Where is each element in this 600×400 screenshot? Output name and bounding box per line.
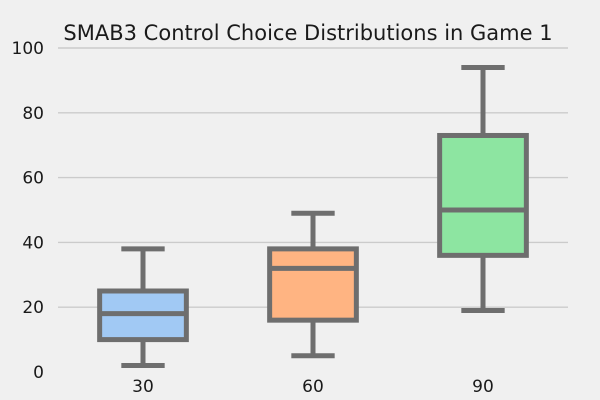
iqr-box-60 bbox=[267, 246, 359, 323]
y-tick-label-40: 40 bbox=[22, 233, 44, 253]
box-60 bbox=[267, 210, 359, 359]
chart-title: SMAB3 Control Choice Distributions in Ga… bbox=[63, 21, 552, 45]
x-tick-label-30: 30 bbox=[132, 377, 154, 397]
y-tick-label-0: 0 bbox=[33, 363, 44, 383]
x-tick-label-60: 60 bbox=[302, 377, 324, 397]
x-tick-labels: 30 60 90 bbox=[132, 377, 494, 397]
y-tick-label-80: 80 bbox=[22, 104, 44, 124]
iqr-box-90 bbox=[437, 132, 529, 258]
y-tick-label-60: 60 bbox=[22, 169, 44, 189]
y-tick-labels: 0 20 40 60 80 100 bbox=[12, 39, 44, 383]
y-tick-label-20: 20 bbox=[22, 298, 44, 318]
boxes-layer bbox=[97, 64, 529, 369]
x-tick-label-90: 90 bbox=[472, 377, 494, 397]
y-tick-label-100: 100 bbox=[12, 39, 44, 59]
box-90 bbox=[437, 64, 529, 313]
box-30 bbox=[97, 246, 189, 369]
